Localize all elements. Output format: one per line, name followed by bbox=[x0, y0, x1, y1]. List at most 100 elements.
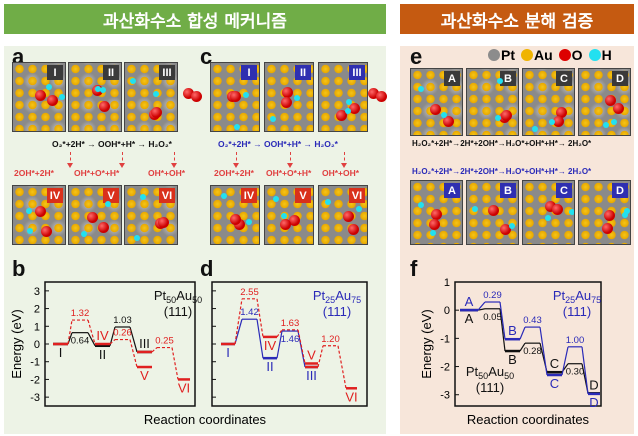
formula-part: 50 bbox=[166, 295, 176, 305]
hydrogen-atom bbox=[548, 118, 555, 125]
slab-c-4: IV bbox=[210, 185, 260, 245]
slab-a-4: IV bbox=[12, 185, 66, 245]
y-tick-label: -3 bbox=[30, 392, 40, 404]
panel-label-d: d bbox=[200, 256, 214, 281]
oxygen-atom bbox=[151, 106, 163, 118]
connector-line bbox=[519, 326, 526, 340]
composition-label: Pt25Au75 bbox=[553, 288, 601, 305]
level-label: 0.29 bbox=[483, 290, 502, 301]
level-label: 1.20 bbox=[321, 334, 340, 345]
panel-label-c: c bbox=[200, 44, 213, 69]
oxygen-atom bbox=[34, 206, 46, 218]
formula-part: Pt bbox=[313, 288, 326, 303]
hydrogen-atom bbox=[99, 87, 106, 94]
hydrogen-atom bbox=[221, 193, 228, 200]
eq-a-bottom-1: 2OH*+2H* bbox=[14, 168, 54, 178]
slab-e-2: B bbox=[466, 68, 519, 136]
desorbed-o2-molecule bbox=[191, 91, 202, 102]
slab-e-3: C bbox=[522, 68, 575, 136]
level-label: 1.32 bbox=[71, 308, 90, 319]
hydrogen-atom bbox=[568, 209, 574, 216]
oxygen-atom bbox=[35, 90, 47, 102]
level-label: II bbox=[99, 347, 106, 362]
level-label: V bbox=[140, 368, 149, 383]
level-label: III bbox=[139, 336, 150, 351]
y-tick-label: 2 bbox=[34, 304, 40, 316]
oxygen-atom bbox=[288, 215, 300, 226]
oxygen-atom bbox=[98, 100, 110, 112]
tile-label: B bbox=[500, 183, 516, 198]
hydrogen-atom bbox=[356, 206, 363, 213]
facet-label: (111) bbox=[476, 380, 504, 395]
hydrogen-atom bbox=[59, 93, 65, 100]
tile-label: I bbox=[47, 65, 63, 80]
connector-line bbox=[297, 329, 306, 364]
slab-c-3: III bbox=[318, 62, 368, 132]
level-label: IV bbox=[264, 338, 277, 353]
connector-line bbox=[87, 319, 96, 345]
hydrogen-atom bbox=[80, 231, 87, 238]
panel-label-b: b bbox=[12, 256, 26, 281]
hydrogen-atom bbox=[509, 222, 516, 229]
tile-label: IV bbox=[241, 188, 257, 203]
slab-c-6: VI bbox=[318, 185, 368, 245]
slab-a-3: III bbox=[124, 62, 178, 132]
slab-e-1: A bbox=[410, 68, 463, 136]
hydrogen-atom bbox=[281, 212, 288, 219]
formula-part: Pt bbox=[553, 288, 566, 303]
hydrogen-atom bbox=[134, 234, 141, 241]
oxygen-atom bbox=[348, 103, 360, 115]
oxygen-atom bbox=[157, 216, 169, 228]
hydrogen-atom bbox=[418, 202, 425, 209]
connector-line bbox=[171, 347, 179, 380]
legend-h: H bbox=[588, 47, 612, 63]
level-label: A bbox=[465, 311, 474, 326]
tile-label: C bbox=[556, 183, 572, 198]
hydrogen-atom bbox=[611, 118, 618, 125]
tile-label: VI bbox=[159, 188, 175, 203]
legend-au: Au bbox=[521, 47, 553, 63]
formula-part: 50 bbox=[478, 371, 488, 381]
connector-line bbox=[317, 345, 324, 368]
oxygen-atom bbox=[429, 218, 441, 230]
y-tick-label: 1 bbox=[444, 277, 450, 289]
connector-line bbox=[129, 339, 138, 368]
level-label: 1.03 bbox=[113, 315, 132, 326]
formula-part: 25 bbox=[565, 295, 575, 305]
composition-label: Pt50Au50 bbox=[466, 364, 514, 381]
level-label: I bbox=[226, 345, 230, 360]
level-label: 1.46 bbox=[281, 334, 300, 345]
oxygen-atom bbox=[86, 211, 98, 223]
oxygen-atom bbox=[442, 116, 454, 128]
slab-e-7: C bbox=[522, 180, 575, 245]
synthesis-header: 과산화수소 합성 메커니즘 bbox=[4, 4, 386, 34]
hydrogen-atom bbox=[45, 83, 52, 90]
level-label: B bbox=[508, 352, 517, 367]
tile-label: A bbox=[444, 71, 460, 86]
connector-line bbox=[337, 345, 347, 389]
connector-line bbox=[256, 298, 264, 338]
formula-part: Au bbox=[335, 288, 351, 303]
hydrogen-atom bbox=[94, 85, 101, 92]
arrow-c-2 bbox=[287, 152, 293, 168]
connector-line bbox=[581, 346, 589, 394]
level-label: 1.63 bbox=[281, 318, 300, 329]
connector-line bbox=[87, 332, 96, 347]
hydrogen-atom bbox=[495, 115, 502, 122]
oxygen-atom bbox=[281, 86, 293, 98]
oxygen-atom bbox=[601, 222, 613, 234]
oxygen-atom bbox=[544, 200, 556, 212]
plot-frame-f bbox=[454, 281, 602, 407]
facet-label: (111) bbox=[323, 304, 351, 319]
connector-line bbox=[519, 342, 526, 352]
hydrogen-atom bbox=[622, 212, 629, 219]
eq-e-bottom: H₂O₂*+2H*→2H*+2OH*→H₂O*+OH*+H*→ 2H₂O* bbox=[412, 167, 592, 176]
tile-label: A bbox=[444, 183, 460, 198]
formula-part: Au bbox=[575, 288, 591, 303]
y-tick-label: 0 bbox=[444, 305, 450, 317]
tile-label: D bbox=[612, 183, 628, 198]
facet-label: (111) bbox=[164, 304, 192, 319]
connector-line bbox=[539, 327, 548, 376]
hydrogen-atom bbox=[129, 77, 136, 84]
